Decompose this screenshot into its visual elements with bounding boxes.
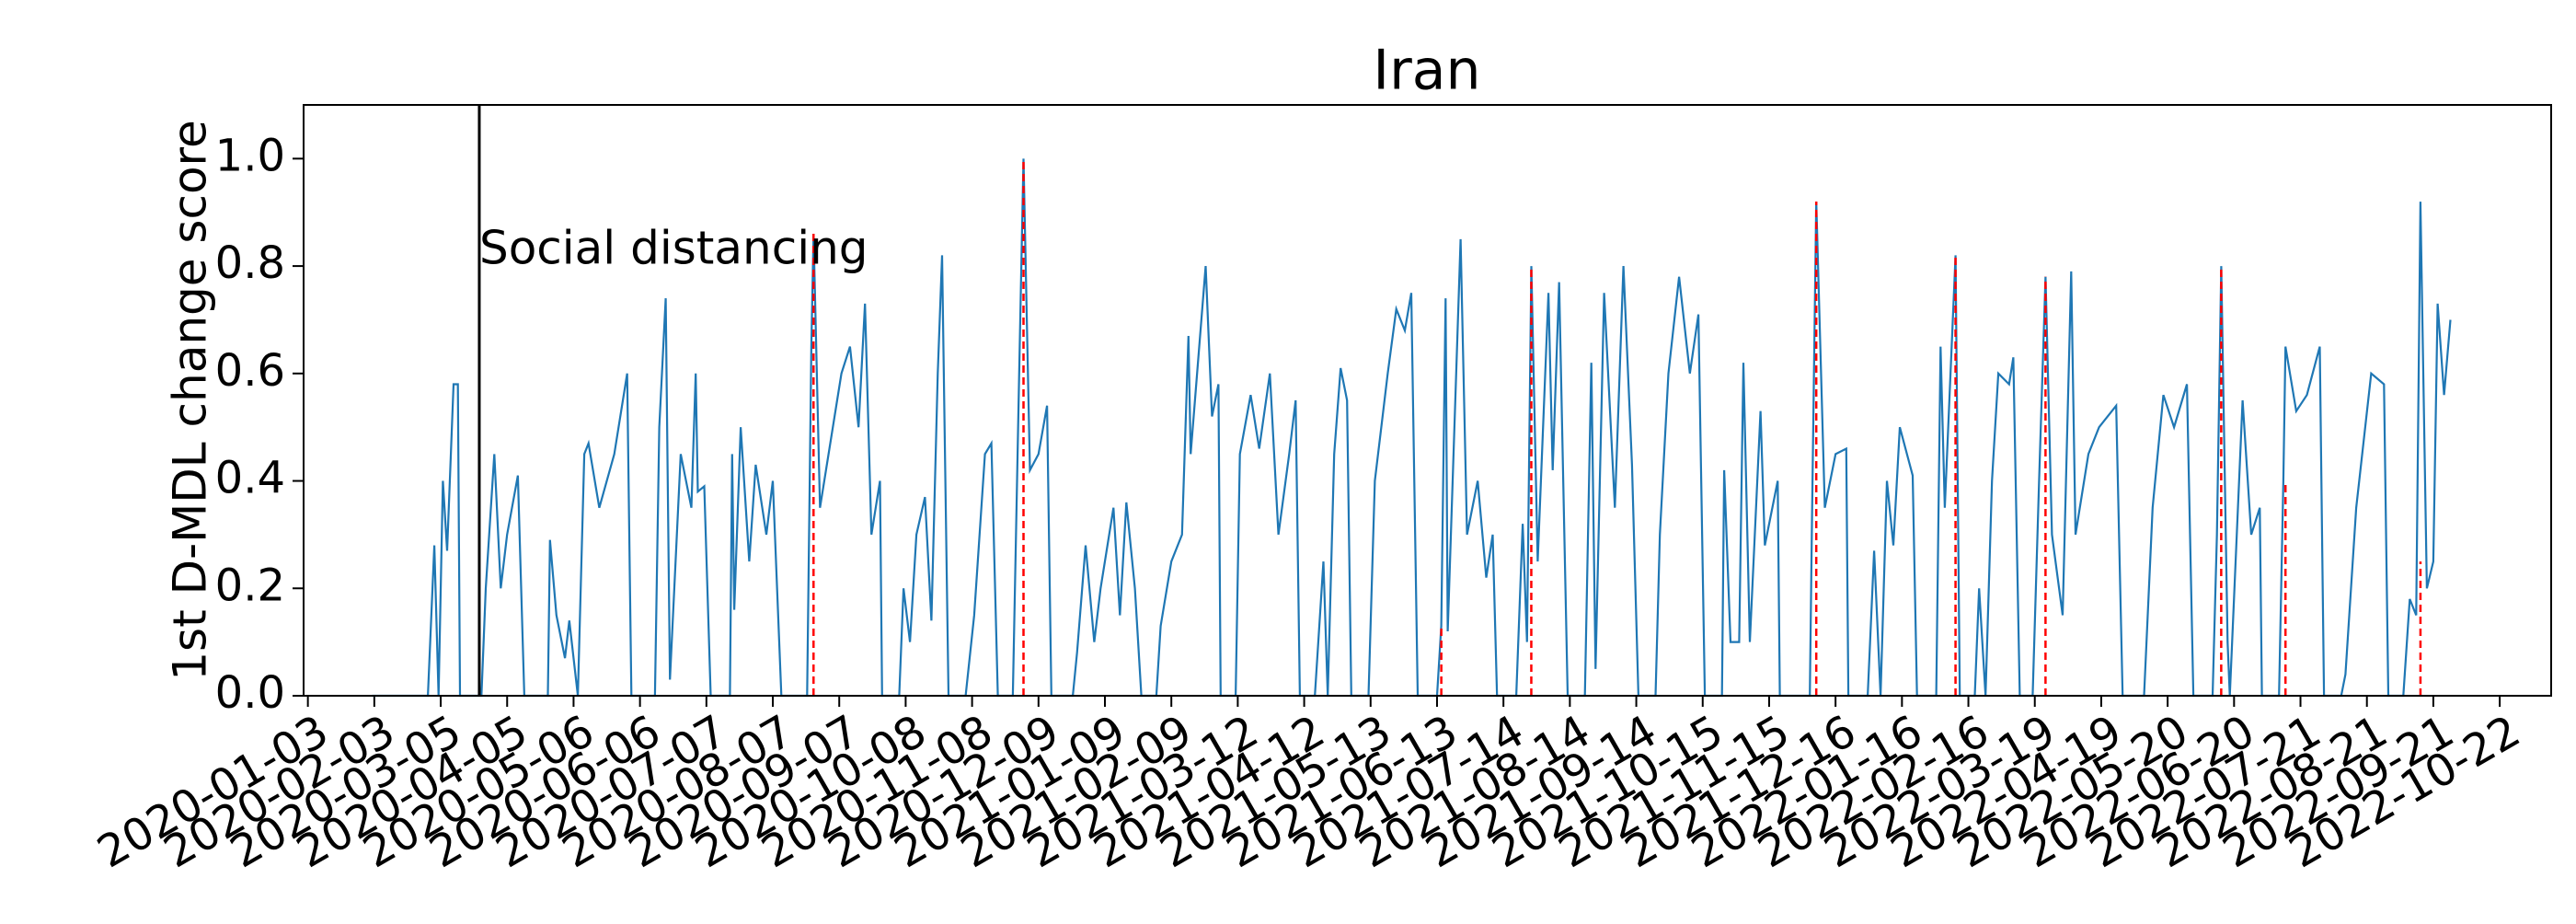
y-axis-label: 1st D-MDL change score	[164, 120, 217, 681]
y-tick-label: 0.8	[215, 237, 285, 289]
event-label: Social distancing	[479, 222, 868, 275]
y-tick-label: 1.0	[215, 130, 285, 181]
data-line	[372, 158, 2452, 698]
plot-frame	[303, 104, 2552, 697]
chart-title: Iran	[1373, 39, 1480, 103]
y-tick-label: 0.4	[215, 453, 285, 504]
y-tick-label: 0.6	[215, 345, 285, 397]
y-tick-label: 0.2	[215, 560, 285, 611]
y-tick-label: 0.0	[215, 667, 285, 719]
